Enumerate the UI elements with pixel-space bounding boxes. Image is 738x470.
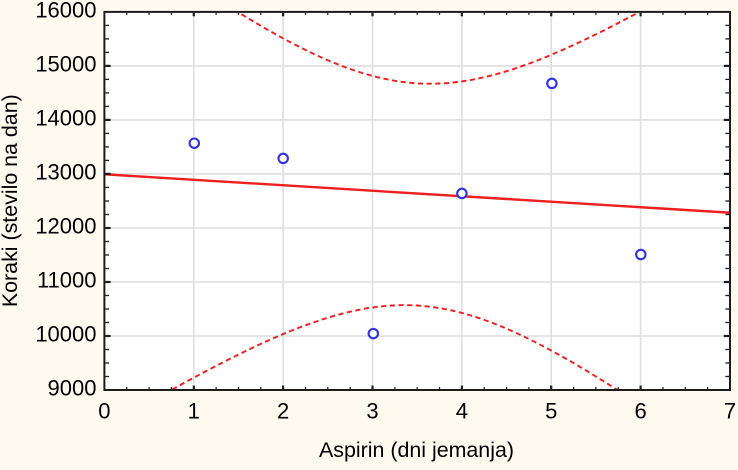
svg-text:16000: 16000 xyxy=(35,0,96,23)
svg-text:6: 6 xyxy=(634,398,646,423)
svg-text:3: 3 xyxy=(366,398,378,423)
svg-text:7: 7 xyxy=(724,398,736,423)
svg-text:4: 4 xyxy=(456,398,468,423)
svg-text:0: 0 xyxy=(98,398,110,423)
svg-text:5: 5 xyxy=(545,398,557,423)
svg-text:13000: 13000 xyxy=(35,160,96,185)
svg-text:14000: 14000 xyxy=(35,106,96,131)
svg-text:2: 2 xyxy=(277,398,289,423)
svg-text:Koraki (stevilo na dan): Koraki (stevilo na dan) xyxy=(0,94,22,307)
svg-text:12000: 12000 xyxy=(35,214,96,239)
svg-text:1: 1 xyxy=(188,398,200,423)
svg-text:9000: 9000 xyxy=(48,376,97,401)
svg-text:11000: 11000 xyxy=(37,268,97,293)
svg-text:15000: 15000 xyxy=(35,52,96,77)
svg-text:Aspirin (dni jemanja): Aspirin (dni jemanja) xyxy=(319,438,514,462)
svg-text:10000: 10000 xyxy=(35,322,96,347)
